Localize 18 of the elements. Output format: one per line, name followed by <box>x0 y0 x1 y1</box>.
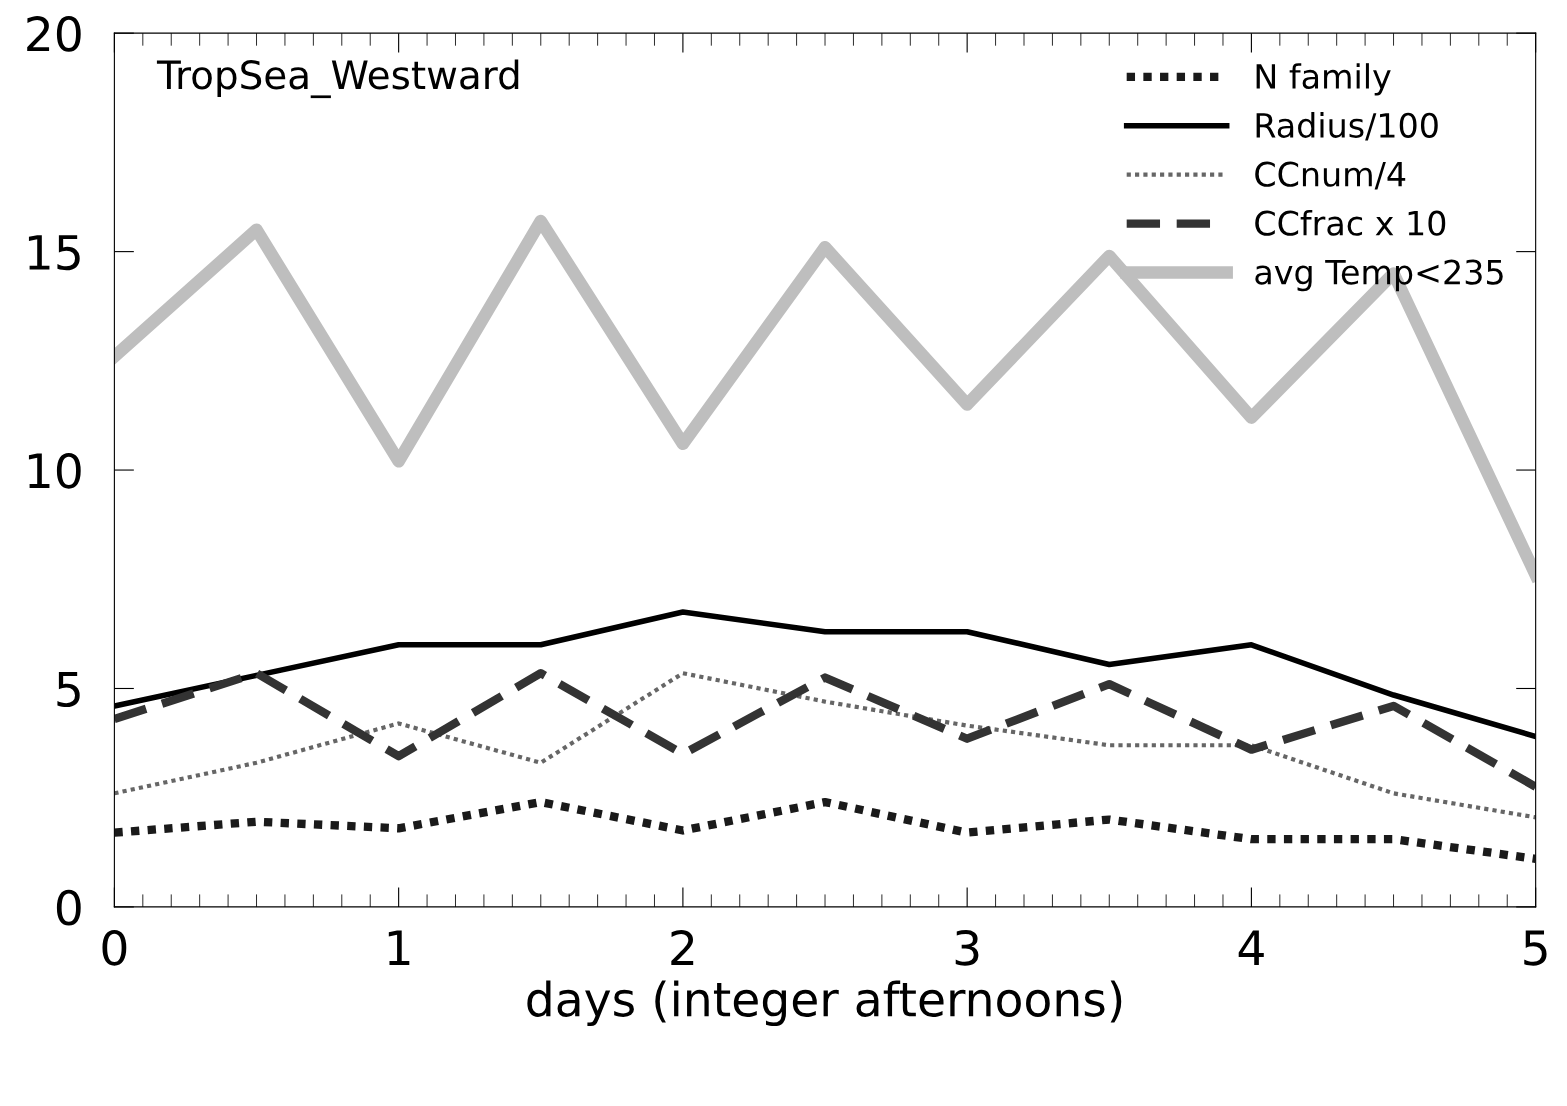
x-tick-label: 5 <box>1524 930 1547 966</box>
x-tick-label: 1 <box>388 930 410 966</box>
x-tick-label: 3 <box>955 929 979 966</box>
x-tick-label: 4 <box>1238 930 1264 966</box>
x-axis-title: days (integer afternoons) <box>527 980 1122 1027</box>
y-tick-label: 0 <box>56 889 81 926</box>
y-tick-label: 20 <box>27 16 81 52</box>
y-tick-label: 10 <box>28 452 81 489</box>
x-tick-label: 0 <box>102 929 127 966</box>
y-tick-label: 5 <box>57 672 80 708</box>
annotation: TropSea_Westward <box>156 59 519 99</box>
x-tick-label: 2 <box>671 929 694 966</box>
legend-label: N family <box>1256 63 1391 96</box>
legend-label: CCnum/4 <box>1255 161 1406 190</box>
legend-label: Radius/100 <box>1256 112 1438 141</box>
legend-label: avg Temp<235 <box>1255 259 1503 292</box>
legend-label: CCfrac x 10 <box>1255 209 1446 236</box>
y-tick-label: 15 <box>28 235 80 271</box>
